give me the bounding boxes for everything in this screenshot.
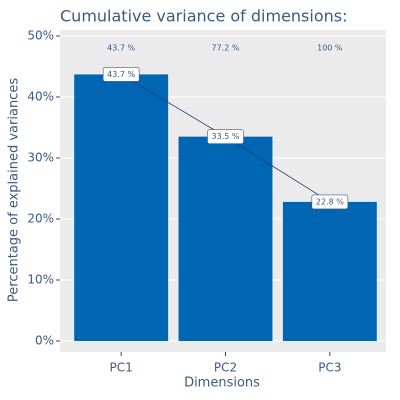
x-tick-label: PC3 xyxy=(318,361,341,375)
value-label-box xyxy=(102,67,140,82)
bar xyxy=(178,136,273,341)
y-tick-label: 10% xyxy=(27,273,54,287)
cumulative-label: 43.7 % xyxy=(107,44,135,53)
y-tick-label: 30% xyxy=(27,151,54,165)
x-axis-label: Dimensions xyxy=(184,376,260,391)
bar xyxy=(282,201,377,341)
bar xyxy=(74,74,169,342)
value-label-box xyxy=(207,129,244,144)
value-label-box xyxy=(311,194,349,210)
y-tick-label: 50% xyxy=(27,29,54,43)
chart-title: Cumulative variance of dimensions: xyxy=(60,7,348,26)
x-tick-label: PC2 xyxy=(214,361,237,375)
value-label: 22.8 % xyxy=(316,197,344,206)
x-tick-label: PC1 xyxy=(110,361,133,375)
y-tick-label: 0% xyxy=(35,334,54,348)
y-tick-label: 20% xyxy=(27,212,54,226)
cumulative-label: 77.2 % xyxy=(212,44,240,53)
value-label: 43.7 % xyxy=(107,70,135,79)
y-tick-label: 40% xyxy=(27,90,54,104)
y-axis-label: Percentage of explained variances xyxy=(7,78,22,302)
cumulative-label: 100 % xyxy=(317,44,343,53)
value-label: 33.5 % xyxy=(212,132,240,141)
